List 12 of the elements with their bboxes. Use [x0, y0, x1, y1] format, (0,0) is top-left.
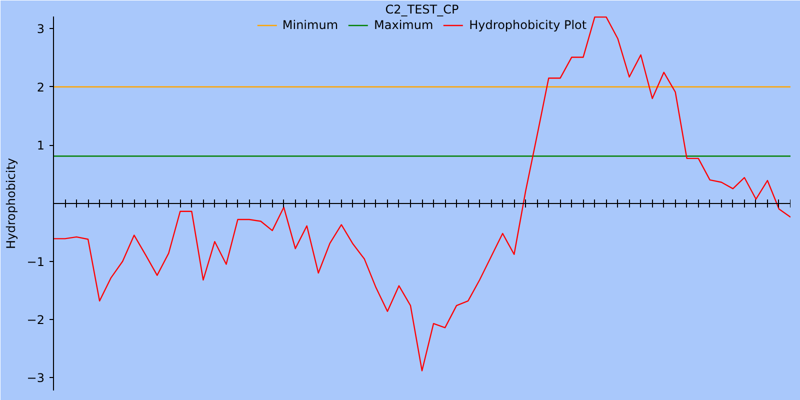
y-axis-title: Hydrophobicity	[4, 158, 18, 250]
y-tick-label: 2	[36, 80, 45, 94]
legend-label: Hydrophobicity Plot	[469, 18, 587, 32]
y-tick-label: −1	[26, 254, 45, 269]
y-tick-label: −2	[26, 313, 45, 328]
chart-title: C2_TEST_CP	[385, 2, 459, 16]
legend-label: Minimum	[282, 18, 338, 32]
y-tick-label: −3	[26, 371, 45, 386]
legend-label: Maximum	[374, 18, 434, 32]
y-tick-label: 1	[36, 138, 45, 153]
line-series	[54, 16, 790, 372]
y-tick-label: 3	[36, 22, 45, 36]
